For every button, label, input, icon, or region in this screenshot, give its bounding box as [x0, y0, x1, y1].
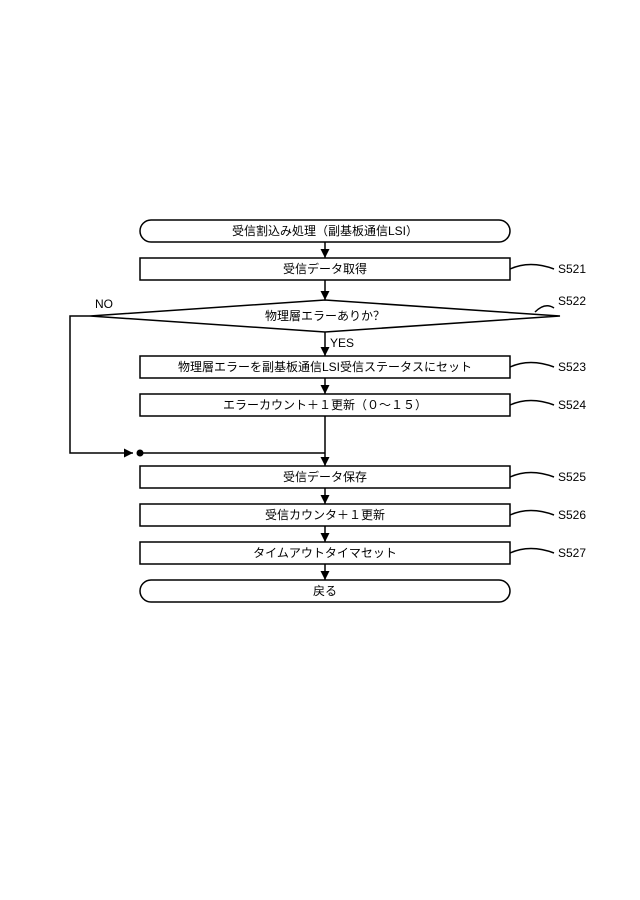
node-start: 受信割込み処理（副基板通信LSI） — [140, 220, 510, 242]
s526-tag: S526 — [558, 508, 586, 522]
node-s527: タイムアウトタイマセット S527 — [140, 542, 586, 564]
s522-yes: YES — [330, 336, 354, 350]
node-s523: 物理層エラーを副基板通信LSI受信ステータスにセット S523 — [140, 356, 586, 378]
node-s526: 受信カウンタ＋１更新 S526 — [140, 504, 586, 526]
s526-label: 受信カウンタ＋１更新 — [265, 507, 385, 522]
s522-no: NO — [95, 297, 113, 311]
s524-label: エラーカウント＋１更新（０～１５） — [223, 397, 427, 412]
s524-tag: S524 — [558, 398, 586, 412]
node-s524: エラーカウント＋１更新（０～１５） S524 — [140, 394, 586, 416]
s523-label: 物理層エラーを副基板通信LSI受信ステータスにセット — [178, 360, 472, 374]
node-end: 戻る — [140, 580, 510, 602]
s527-label: タイムアウトタイマセット — [253, 546, 397, 560]
flowchart-svg: 受信割込み処理（副基板通信LSI） 受信データ取得 S521 物理層エラーありか… — [0, 0, 640, 900]
s521-label: 受信データ取得 — [283, 261, 367, 276]
s525-label: 受信データ保存 — [283, 469, 367, 484]
s522-tag: S522 — [558, 294, 586, 308]
s523-tag: S523 — [558, 360, 586, 374]
s521-tag: S521 — [558, 262, 586, 276]
start-label: 受信割込み処理（副基板通信LSI） — [232, 223, 418, 238]
s522-label: 物理層エラーありか？ — [265, 309, 385, 323]
node-s521: 受信データ取得 S521 — [140, 258, 586, 280]
node-s522: 物理層エラーありか？ S522 — [90, 294, 586, 332]
end-label: 戻る — [313, 584, 337, 598]
s527-tag: S527 — [558, 546, 586, 560]
node-s525: 受信データ保存 S525 — [140, 466, 586, 488]
s525-tag: S525 — [558, 470, 586, 484]
